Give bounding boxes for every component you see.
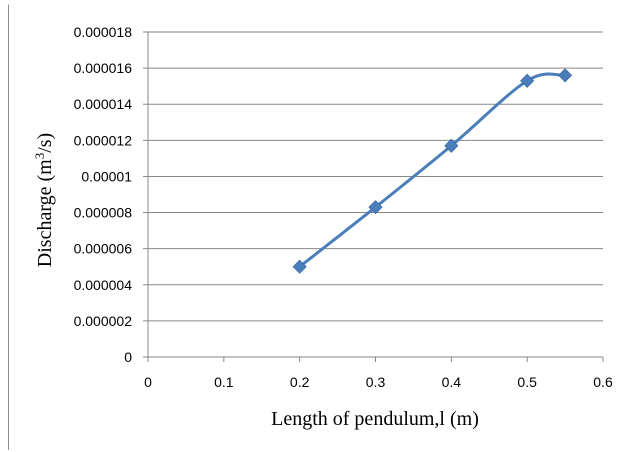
x-tick-label: 0.5 [517,374,537,390]
y-axis-title: Discharge (m3/s) [32,133,56,267]
y-tick-label: 0.000012 [74,132,133,148]
x-tick-label: 0.4 [442,374,462,390]
x-tick-label: 0.2 [290,374,310,390]
data-point-marker [292,259,307,274]
y-tick-label: 0.000006 [74,241,133,257]
y-tick-label: 0 [124,349,132,365]
axes [143,31,604,362]
series [292,68,573,274]
x-axis-title: Length of pendulum,l (m) [271,408,479,430]
data-point-marker [520,73,535,88]
data-point-marker [368,200,383,215]
y-tick-label: 0.000008 [74,205,133,221]
y-tick-label: 0.000016 [74,60,133,76]
series-line [298,72,566,268]
y-axis-title-suffix: /s) [34,133,56,153]
data-point-marker [558,68,573,83]
x-tick-label: 0.6 [593,374,613,390]
x-tick-labels: 0 0.1 0.2 0.3 0.4 0.5 0.6 [144,374,613,390]
y-tick-label: 0.000014 [74,96,133,112]
x-tick-label: 0 [144,374,152,390]
y-tick-label: 0.000002 [74,313,133,329]
x-tick-label: 0.1 [214,374,234,390]
x-tick-label: 0.3 [366,374,386,390]
y-tick-label: 0.00001 [81,168,132,184]
y-tick-labels: 0 0.000002 0.000004 0.000006 0.000008 0.00001… [74,24,133,365]
chart-frame [8,4,628,450]
y-tick-label: 0.000004 [74,277,133,293]
y-tick-label: 0.000018 [74,24,133,40]
data-point-marker [444,138,459,153]
y-axis-title-prefix: Discharge (m [34,159,56,267]
y-axis-title-sup: 3 [32,153,47,160]
